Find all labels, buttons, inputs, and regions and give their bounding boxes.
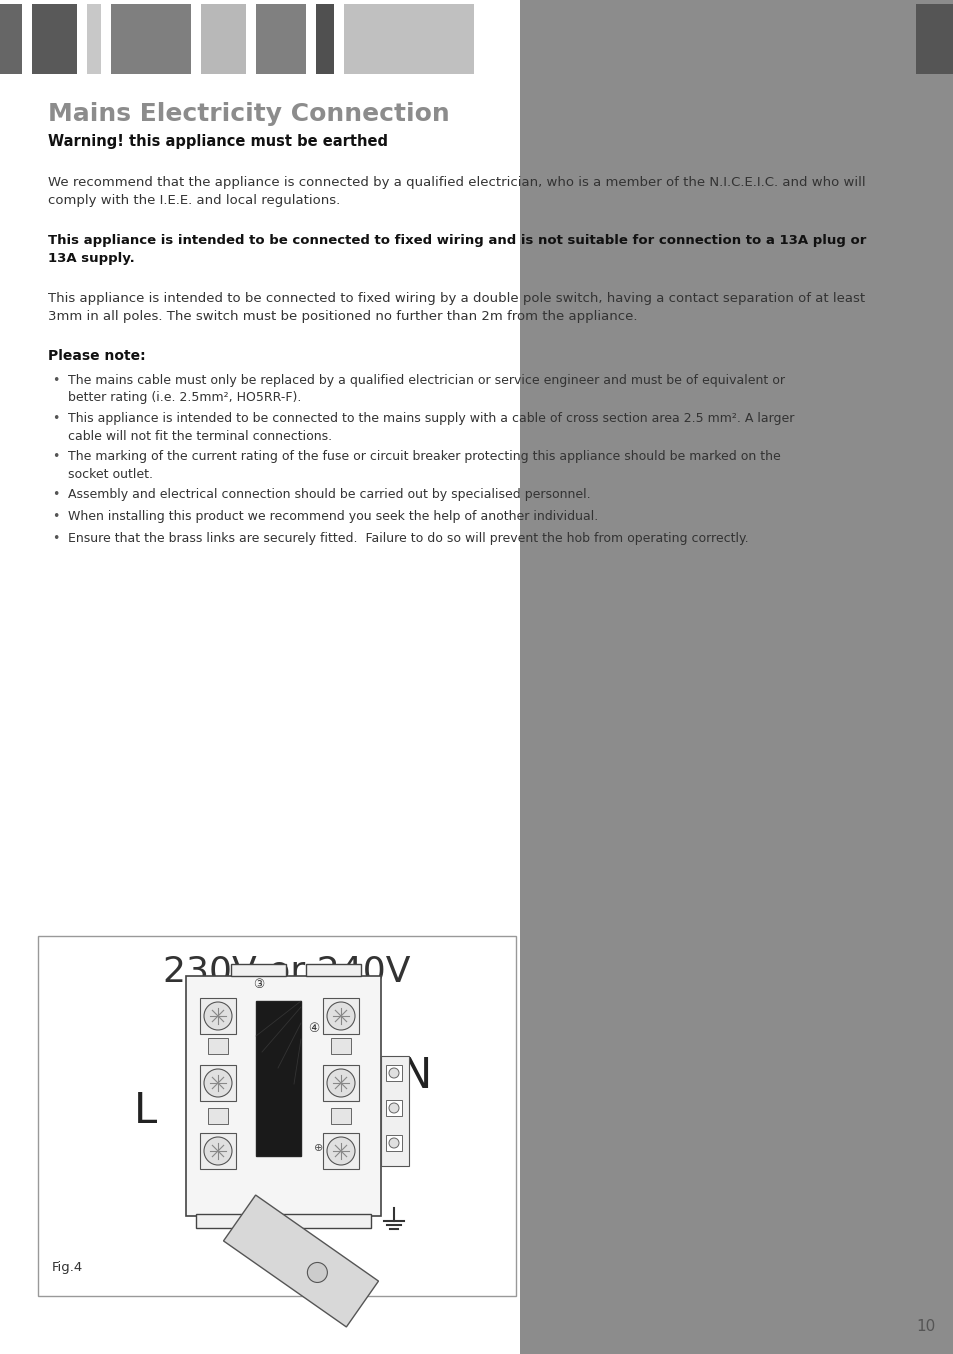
Text: This appliance is intended to be connected to fixed wiring and is not suitable f: This appliance is intended to be connect…	[48, 234, 865, 265]
Bar	[386, 1099, 401, 1116]
Bar	[231, 964, 286, 976]
Text: •: •	[52, 374, 59, 387]
Bar	[519, 4, 749, 74]
Text: The mains cable must only be replaced by a qualified electrician or service engi: The mains cable must only be replaced by…	[68, 374, 784, 405]
Text: The marking of the current rating of the fuse or circuit breaker protecting this: The marking of the current rating of the…	[68, 450, 780, 481]
Text: •: •	[52, 510, 59, 523]
Bar	[186, 976, 380, 1216]
Circle shape	[204, 1002, 232, 1030]
Circle shape	[204, 1137, 232, 1164]
Bar	[0, 0, 519, 4]
Bar	[323, 998, 358, 1034]
Text: N: N	[400, 1055, 431, 1097]
Bar	[255, 1001, 301, 1156]
Bar	[32, 4, 77, 74]
Bar	[386, 1066, 401, 1080]
Bar	[306, 964, 360, 976]
Text: •: •	[52, 532, 59, 546]
Bar	[111, 4, 191, 74]
Circle shape	[389, 1137, 398, 1148]
Bar	[38, 936, 516, 1296]
Bar	[201, 4, 246, 74]
Text: When installing this product we recommend you seek the help of another individua: When installing this product we recommen…	[68, 510, 598, 523]
Polygon shape	[223, 1196, 378, 1327]
Bar	[331, 1039, 351, 1053]
Text: •: •	[52, 412, 59, 425]
Text: Please note:: Please note:	[48, 349, 146, 363]
Circle shape	[327, 1002, 355, 1030]
Text: Fig.4: Fig.4	[52, 1261, 83, 1274]
Bar	[331, 1108, 351, 1124]
Bar	[315, 4, 334, 74]
Bar	[87, 4, 101, 74]
Circle shape	[327, 1070, 355, 1097]
Text: •: •	[52, 487, 59, 501]
Bar	[195, 1215, 371, 1228]
Text: Warning! this appliance must be earthed: Warning! this appliance must be earthed	[48, 134, 388, 149]
Bar	[0, 4, 22, 74]
Text: This appliance is intended to be connected to fixed wiring by a double pole swit: This appliance is intended to be connect…	[48, 292, 864, 324]
Bar	[208, 1039, 228, 1053]
Bar	[208, 1108, 228, 1124]
Bar	[255, 4, 306, 74]
Bar	[380, 1056, 409, 1166]
Text: We recommend that the appliance is connected by a qualified electrician, who is : We recommend that the appliance is conne…	[48, 176, 864, 207]
Circle shape	[327, 1137, 355, 1164]
Bar	[323, 1066, 358, 1101]
Text: Mains Electricity Connection: Mains Electricity Connection	[48, 102, 449, 126]
Text: This appliance is intended to be connected to the mains supply with a cable of c: This appliance is intended to be connect…	[68, 412, 794, 443]
Circle shape	[389, 1068, 398, 1078]
Bar	[200, 998, 235, 1034]
Text: ④: ④	[308, 1021, 319, 1034]
Bar	[323, 1133, 358, 1169]
Bar	[386, 1135, 401, 1151]
Bar	[344, 4, 474, 74]
Circle shape	[307, 1262, 327, 1282]
Text: L: L	[134, 1090, 157, 1132]
Bar	[200, 1133, 235, 1169]
Text: Ensure that the brass links are securely fitted.  Failure to do so will prevent : Ensure that the brass links are securely…	[68, 532, 748, 546]
Bar	[519, 0, 953, 1354]
Circle shape	[389, 1104, 398, 1113]
Text: 10: 10	[916, 1319, 935, 1334]
Circle shape	[204, 1070, 232, 1097]
Text: ⊕: ⊕	[314, 1143, 323, 1154]
Text: 230V or 240V: 230V or 240V	[163, 955, 410, 988]
Text: •: •	[52, 450, 59, 463]
Text: Assembly and electrical connection should be carried out by specialised personne: Assembly and electrical connection shoul…	[68, 487, 590, 501]
Bar	[915, 4, 953, 74]
Text: ③: ③	[253, 978, 264, 991]
Bar	[200, 1066, 235, 1101]
